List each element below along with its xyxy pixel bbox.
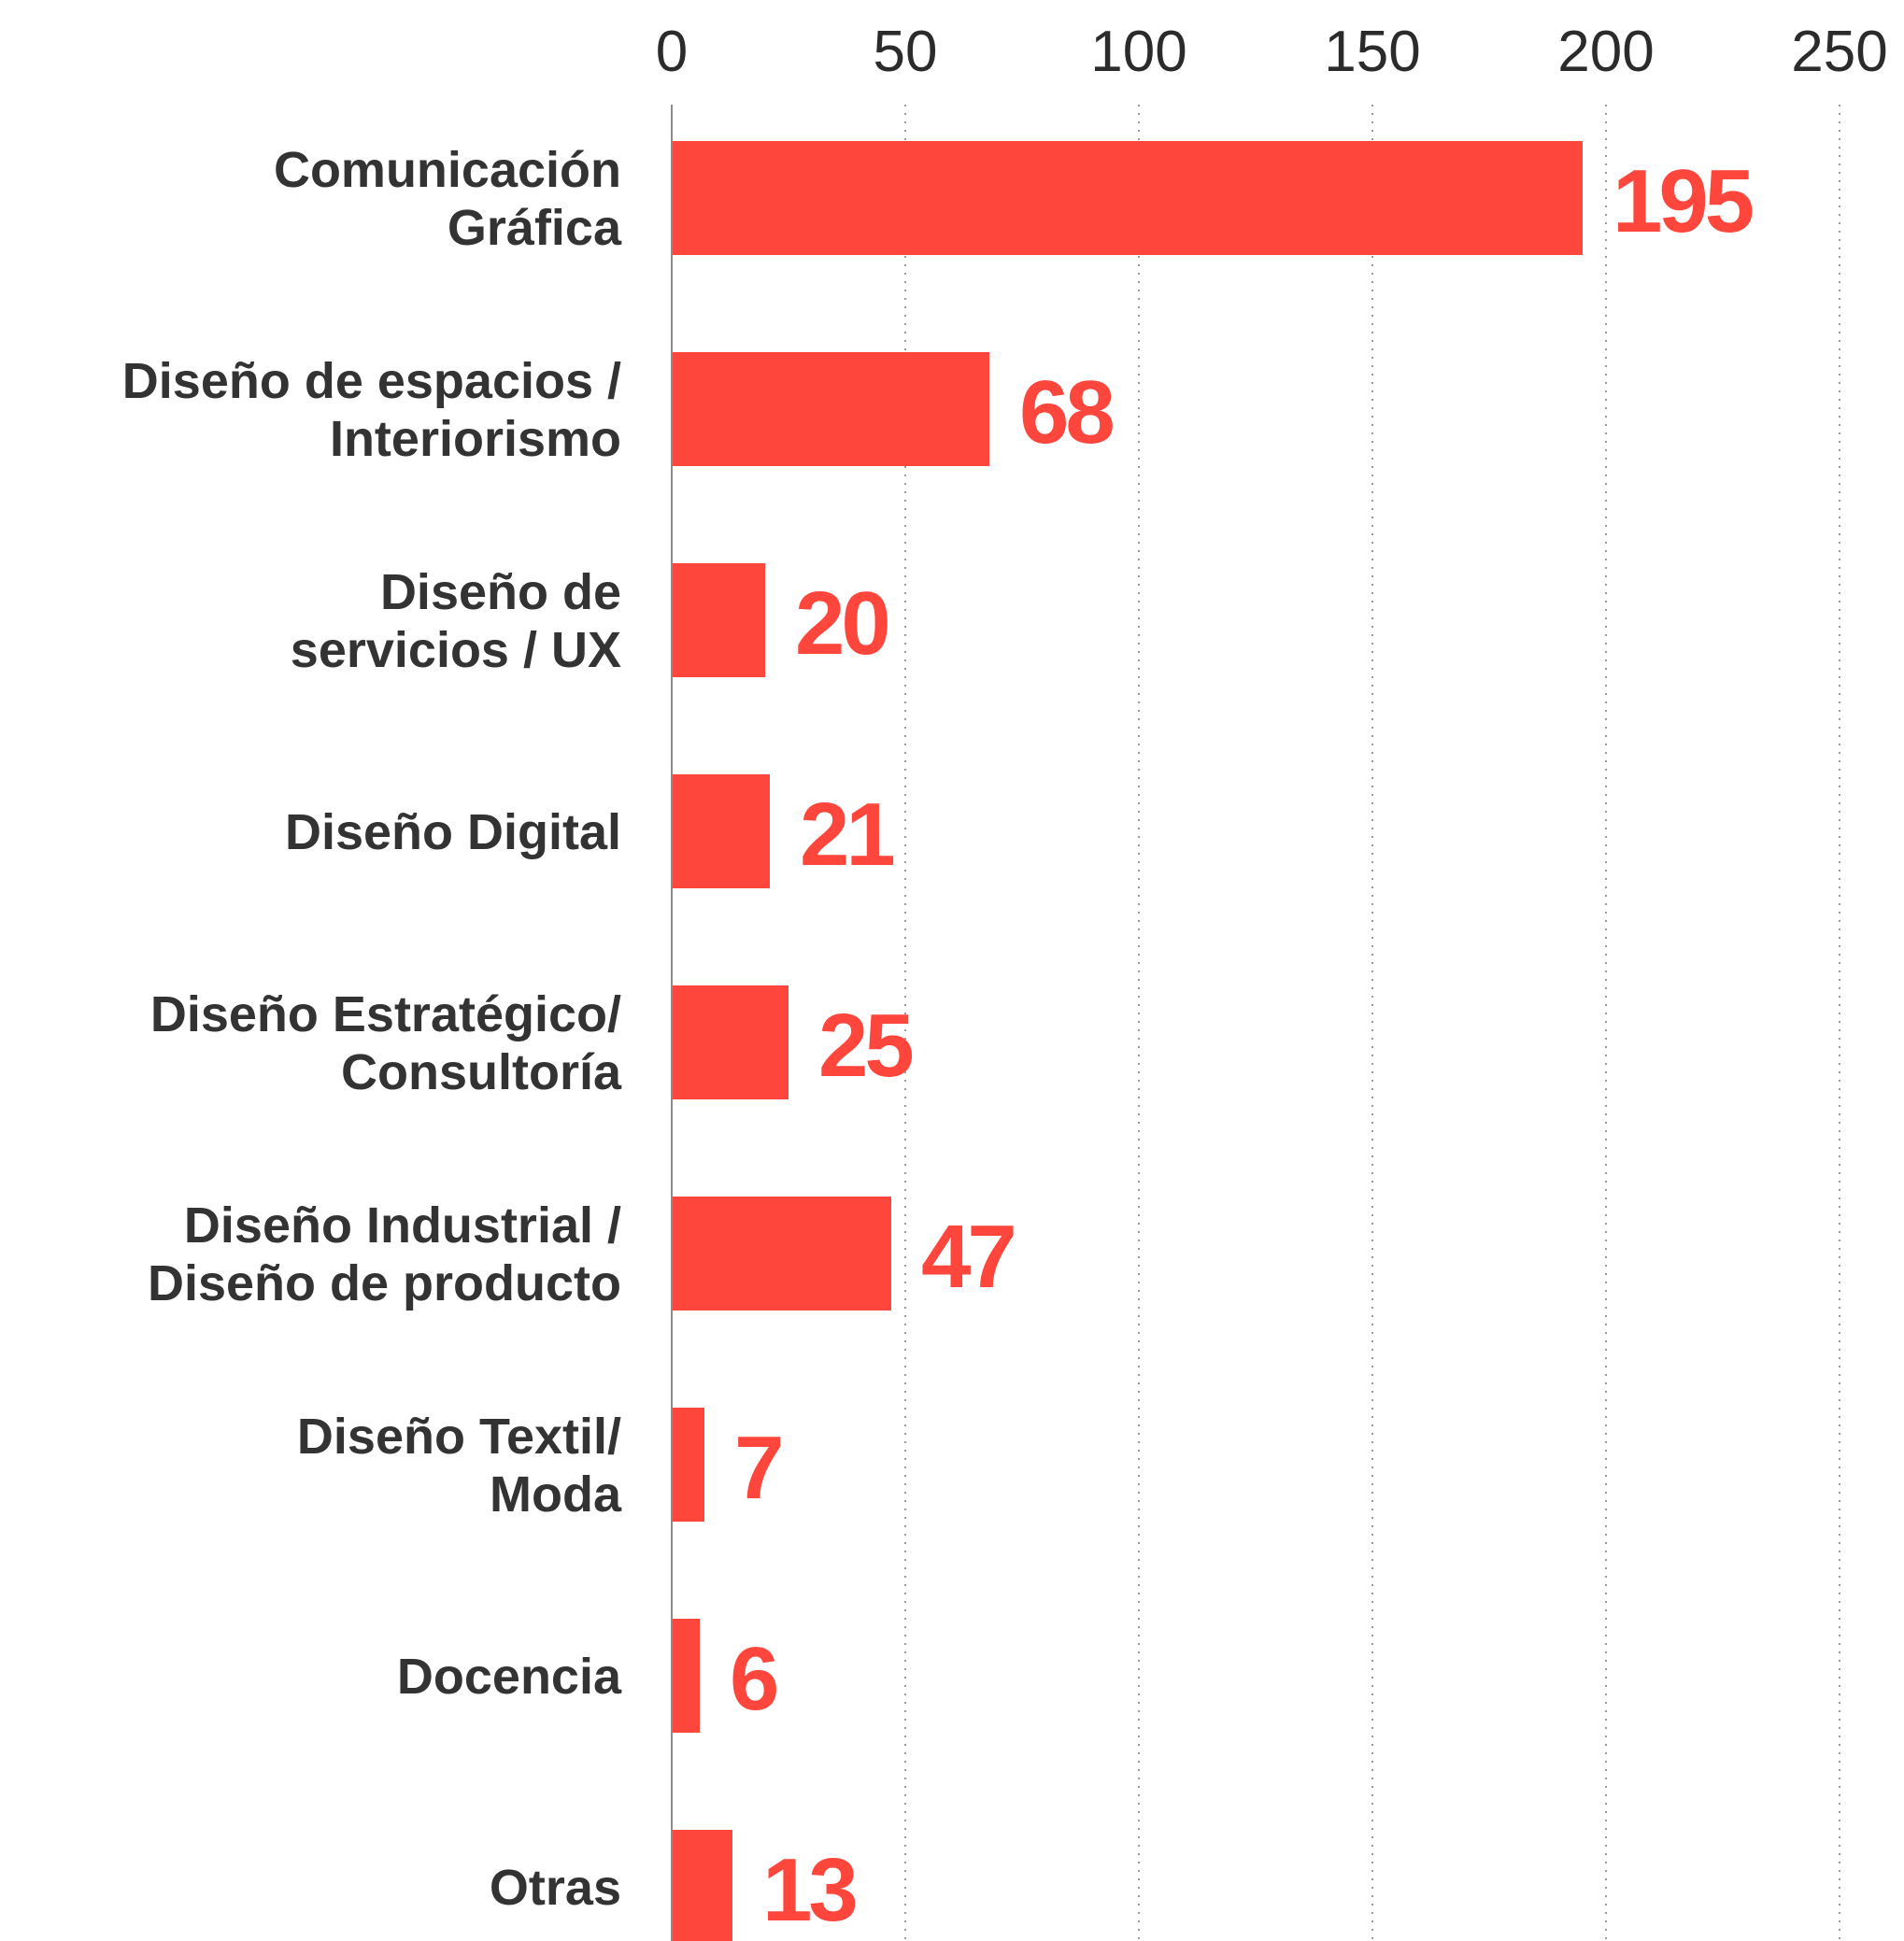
bar [672,1197,891,1311]
category-label: Otras [490,1860,621,1916]
category-label: Diseño Industrial / Diseño de producto [148,1197,621,1311]
value-label: 21 [800,785,893,885]
grid-lines [904,105,1840,1941]
x-tick-label: 100 [1090,20,1186,84]
x-tick-label: 0 [656,20,688,84]
bar [672,1408,704,1522]
category-label: Diseño de espacios / Interiorismo [122,353,621,467]
x-tick-label: 50 [874,20,938,84]
bar [672,985,789,1099]
x-tick-label: 200 [1557,20,1654,84]
value-labels: 195 68 20 21 25 47 7 6 13 [730,151,1756,1940]
category-label: Diseño Textil/Moda [297,1409,622,1523]
bar [672,1619,700,1733]
value-label: 25 [818,996,912,1096]
bar [672,141,1583,255]
value-label: 47 [921,1207,1014,1307]
bar [672,352,989,466]
x-axis-ticks: 0 50 100 150 200 250 [656,20,1888,84]
bar [672,774,770,888]
value-label: 68 [1019,362,1113,462]
category-labels: Comunicación Gráfica Diseño de espacios / I… [122,142,622,1916]
x-tick-label: 250 [1791,20,1887,84]
bar [672,1830,732,1941]
category-label: Diseño Digital [285,804,621,860]
category-label: Docencia [397,1649,622,1705]
x-tick-label: 150 [1324,20,1420,84]
value-label: 7 [734,1418,781,1518]
category-label: Diseño Estratégico/Consultoría [150,986,622,1100]
category-label: Comunicación Gráfica [274,142,622,256]
bars [672,141,1583,1941]
category-label: Diseño de servicios / UX [291,564,621,678]
value-label: 6 [730,1629,776,1729]
value-label: 20 [795,574,888,673]
bar [672,563,765,677]
value-label: 13 [762,1840,855,1940]
value-label: 195 [1613,151,1753,251]
